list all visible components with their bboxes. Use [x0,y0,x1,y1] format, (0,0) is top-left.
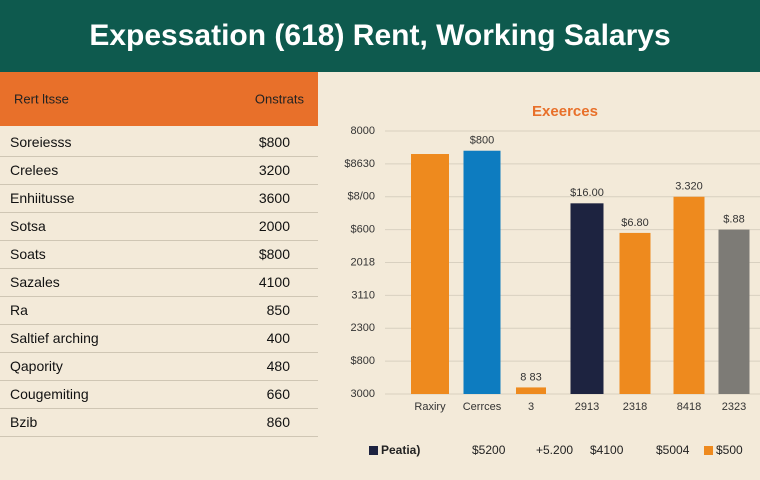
y-tick-label: 8000 [351,125,375,137]
bar [718,229,750,394]
row-value: 2000 [258,218,290,234]
x-tick-label: 8418 [677,401,701,413]
row-label: Soreiesss [10,134,72,150]
value-label: 3.320 [675,181,703,193]
x-tick-label: 2913 [575,401,599,413]
table-row: Soats $800 [0,240,318,269]
table-row: Bzib 860 [0,408,318,437]
row-value: 660 [266,386,290,402]
header-cell: Rert ltsse [14,91,69,107]
legend-label: Peatia) [381,443,420,457]
row-value: $800 [258,134,290,150]
row-label: Crelees [10,162,59,178]
value-label: $.88 [723,214,744,226]
bar [516,387,546,394]
row-label: Ra [10,302,28,318]
row-label: Sazales [10,274,60,290]
header-cell: Onstrats [254,91,304,107]
value-label: $16.00 [570,187,604,199]
row-label: Cougemiting [10,386,89,402]
y-tick-label: $600 [351,224,375,236]
x-tick-label: 2323 [722,401,746,413]
row-label: Bzib [10,414,38,430]
bar [619,232,651,394]
table-row: Enhiitusse 3600 [0,184,318,213]
legend-swatch [369,446,378,455]
table-row: Sazales 4100 [0,268,318,297]
y-tick-label: 3000 [351,388,375,400]
table-row: Crelees 3200 [0,156,318,185]
bar [570,203,604,394]
legend-label: +5.200 [536,443,573,457]
row-label: Sotsa [10,218,46,234]
table-row: Saltief arching 400 [0,324,318,353]
x-tick-label: 3 [528,401,534,413]
table-row: Soreiesss $800 [0,128,318,157]
bar [463,150,501,394]
y-tick-label: 2300 [351,322,375,334]
table-row: Sotsa 2000 [0,212,318,241]
row-label: Enhiitusse [10,190,75,206]
title: Expessation (618) Rent, Working Salarys [0,0,760,72]
y-tick-label: 3110 [351,289,375,301]
y-tick-label: $800 [351,355,375,367]
row-value: 850 [266,302,290,318]
chart-title: Exeerces [532,103,598,120]
row-value: 3600 [258,190,290,206]
table-row: Cougemiting 660 [0,380,318,409]
row-value: 3200 [258,162,290,178]
legend-label: $5200 [472,443,506,457]
row-label: Qapority [10,358,63,374]
bar [411,154,449,394]
table-row: Qapority 480 [0,352,318,381]
bar [673,196,705,394]
y-tick-label: 2018 [351,256,375,268]
x-tick-label: Cerrces [463,401,502,413]
row-value: 400 [266,330,290,346]
y-tick-label: $8630 [344,158,375,170]
legend-label: $5004 [656,443,690,457]
row-label: Soats [10,246,46,262]
value-label: 8 83 [520,371,541,383]
y-tick-label: $8/00 [347,191,375,203]
legend-swatch [704,446,713,455]
row-value: 480 [266,358,290,374]
row-value: 4100 [258,274,290,290]
value-label: $800 [470,135,494,147]
x-tick-label: Raxiry [414,401,446,413]
row-value: 860 [266,414,290,430]
legend-label: $500 [716,443,743,457]
table-row: Ra 850 [0,296,318,325]
row-value: $800 [258,246,290,262]
table-header: Rert ltsse Onstrats [0,72,318,126]
legend-label: $4100 [590,443,624,457]
row-label: Saltief arching [10,330,99,346]
value-label: $6.80 [621,217,649,229]
x-tick-label: 2318 [623,401,647,413]
